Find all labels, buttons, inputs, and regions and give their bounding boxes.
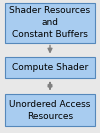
Text: Compute Shader: Compute Shader <box>12 63 88 72</box>
FancyBboxPatch shape <box>5 3 95 43</box>
FancyBboxPatch shape <box>5 57 95 78</box>
FancyBboxPatch shape <box>5 94 95 126</box>
Text: Unordered Access
Resources: Unordered Access Resources <box>9 100 91 121</box>
Text: Shader Resources
and
Constant Buffers: Shader Resources and Constant Buffers <box>9 6 91 39</box>
